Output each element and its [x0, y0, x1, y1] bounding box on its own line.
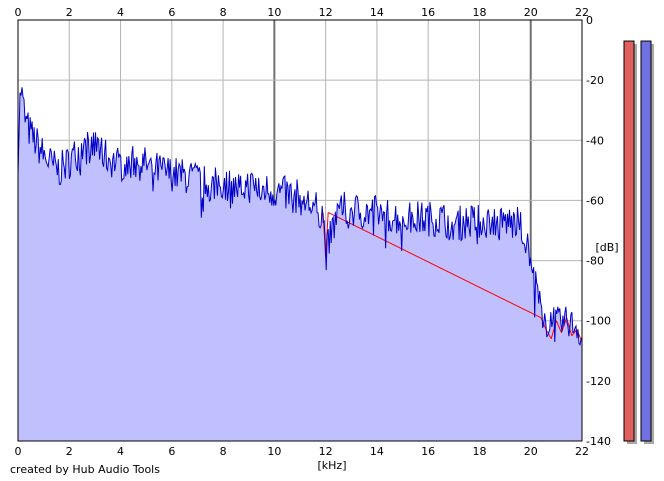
left-channel-segment	[545, 329, 552, 340]
x-tick-label-bottom: 20	[524, 445, 538, 458]
x-tick-label-top: 0	[15, 6, 22, 19]
x-tick-label-top: 22	[575, 6, 589, 19]
y-tick-labels: 0 -20 -40 -60 -80 -100 -120 -140	[586, 14, 611, 448]
x-tick-label-top: 14	[370, 6, 384, 19]
y-tick-label: -140	[586, 435, 611, 448]
right-channel-line	[17, 87, 583, 346]
x-tick-label-top: 18	[472, 6, 486, 19]
x-tick-label-top: 8	[220, 6, 227, 19]
x-tick-label-bottom: 22	[575, 445, 589, 458]
level-meters	[623, 40, 654, 445]
x-tick-label-bottom: 4	[117, 445, 124, 458]
x-tick-label-top: 10	[267, 6, 281, 19]
plot-border	[17, 19, 583, 442]
spectrum-fill-area	[18, 87, 582, 442]
y-axis-label: [dB]	[595, 241, 618, 254]
spectrum-lines	[17, 87, 583, 346]
level-meter-left	[623, 40, 635, 442]
x-tick-label-bottom: 10	[267, 445, 281, 458]
y-tick-label: -100	[586, 315, 611, 328]
x-tick-label-bottom: 0	[15, 445, 22, 458]
x-tick-label-bottom: 16	[421, 445, 435, 458]
x-tick-label-bottom: 12	[319, 445, 333, 458]
y-tick-label: 0	[586, 14, 593, 27]
x-tick-label-bottom: 8	[220, 445, 227, 458]
x-tick-labels-top: 0 2 4 6 8 10 12 14 16 18 20 22	[15, 6, 590, 19]
y-tick-label: -80	[586, 255, 604, 268]
x-tick-label-bottom: 6	[168, 445, 175, 458]
y-tick-label: -60	[586, 194, 604, 207]
x-tick-labels-bottom: 0 2 4 6 8 10 12 14 16 18 20 22	[15, 445, 590, 458]
y-tick-label: -20	[586, 74, 604, 87]
x-tick-label-bottom: 14	[370, 445, 384, 458]
x-tick-label-top: 6	[168, 6, 175, 19]
left-channel-segment	[555, 320, 562, 333]
x-axis-label: [kHz]	[318, 459, 347, 472]
x-tick-label-top: 20	[524, 6, 538, 19]
x-tick-label-top: 16	[421, 6, 435, 19]
x-tick-label-bottom: 18	[472, 445, 486, 458]
y-tick-label: -40	[586, 134, 604, 147]
x-tick-label-top: 12	[319, 6, 333, 19]
x-tick-label-top: 2	[66, 6, 73, 19]
y-tick-label: -120	[586, 375, 611, 388]
left-channel-segment	[566, 317, 573, 336]
plot-frame	[17, 19, 583, 442]
credit-text: created by Hub Audio Tools	[10, 463, 160, 476]
x-tick-label-bottom: 2	[66, 445, 73, 458]
x-tick-label-top: 4	[117, 6, 124, 19]
left-channel-segment	[327, 212, 542, 319]
spectrum-fill	[18, 87, 582, 442]
level-meter-right	[640, 40, 652, 442]
